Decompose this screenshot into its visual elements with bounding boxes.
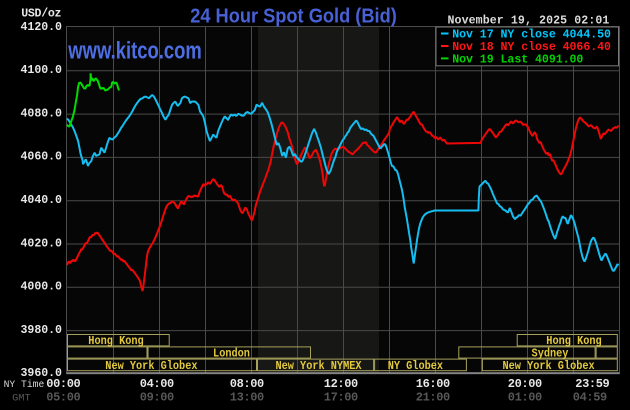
svg-text:Hong Kong: Hong Kong — [88, 335, 143, 348]
svg-text:Nov 18 NY close 4066.40: Nov 18 NY close 4066.40 — [452, 41, 611, 54]
svg-text:00:00: 00:00 — [46, 377, 81, 391]
svg-text:08:00: 08:00 — [230, 377, 265, 391]
svg-text:Nov 17 NY close 4044.50: Nov 17 NY close 4044.50 — [452, 29, 611, 42]
svg-text:17:00: 17:00 — [324, 391, 359, 405]
svg-text:4080.0: 4080.0 — [21, 107, 63, 120]
svg-text:GMT: GMT — [12, 394, 31, 405]
svg-text:13:00: 13:00 — [230, 391, 265, 405]
svg-text:NY Time: NY Time — [4, 379, 45, 391]
svg-text:4040.0: 4040.0 — [21, 194, 63, 207]
svg-text:4120.0: 4120.0 — [21, 21, 63, 34]
svg-text:3980.0: 3980.0 — [21, 324, 63, 337]
svg-text:09:00: 09:00 — [140, 391, 175, 405]
svg-text:NY Globex: NY Globex — [388, 360, 443, 373]
svg-text:05:00: 05:00 — [46, 391, 81, 405]
svg-text:4000.0: 4000.0 — [21, 281, 63, 294]
svg-text:20:00: 20:00 — [508, 377, 543, 391]
svg-text:24 Hour Spot Gold (Bid): 24 Hour Spot Gold (Bid) — [190, 6, 397, 28]
svg-text:Sydney: Sydney — [532, 348, 569, 361]
svg-text:04:00: 04:00 — [140, 377, 175, 391]
svg-text:New York Globex: New York Globex — [503, 360, 595, 373]
svg-text:21:00: 21:00 — [416, 391, 451, 405]
svg-text:4100.0: 4100.0 — [21, 64, 63, 77]
svg-text:Hong Kong: Hong Kong — [546, 335, 601, 348]
svg-text:23:59: 23:59 — [575, 377, 610, 391]
svg-text:01:00: 01:00 — [508, 391, 543, 405]
svg-text:New York Globex: New York Globex — [105, 360, 197, 373]
svg-text:4020.0: 4020.0 — [21, 237, 63, 250]
svg-text:16:00: 16:00 — [416, 377, 451, 391]
svg-text:London: London — [213, 348, 250, 361]
svg-text:4060.0: 4060.0 — [21, 151, 63, 164]
svg-text:November 19, 2025 02:01: November 19, 2025 02:01 — [448, 14, 610, 27]
svg-text:New York NYMEX: New York NYMEX — [275, 360, 361, 373]
svg-text:04:59: 04:59 — [573, 391, 608, 405]
svg-text:12:00: 12:00 — [324, 377, 359, 391]
svg-text:USD/oz: USD/oz — [21, 8, 61, 21]
svg-text:3960.0: 3960.0 — [21, 367, 63, 380]
svg-text:www.kitco.com: www.kitco.com — [68, 37, 202, 64]
svg-text:Nov 19 Last 4091.00: Nov 19 Last 4091.00 — [452, 53, 583, 66]
